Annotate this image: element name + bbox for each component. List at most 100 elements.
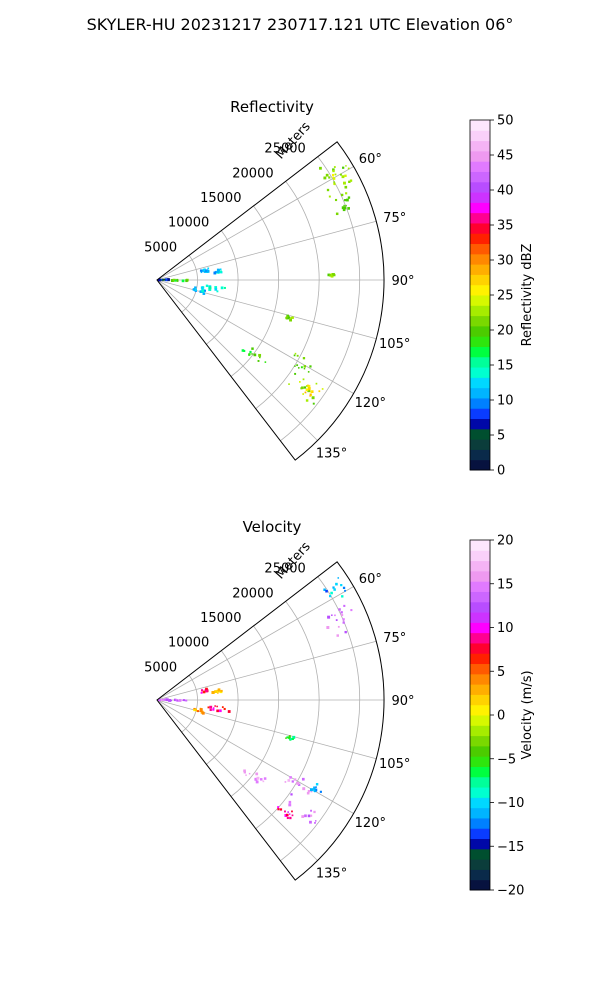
reflectivity-panel: Reflectivity60°75°90°105°120°135°5000100… xyxy=(144,98,535,479)
colorbar-tick-label: 20 xyxy=(497,324,514,339)
echo-cell xyxy=(284,776,313,795)
range-ring xyxy=(181,255,198,313)
colorbar: 0 5 10 15 20 25 30 35 40 45 50 Reflectivity dBZ xyxy=(469,114,535,479)
colorbar-swatch xyxy=(470,150,490,162)
echo-cell xyxy=(168,698,188,702)
colorbar-swatch xyxy=(470,336,490,347)
azimuth-tick-label: 105° xyxy=(379,337,410,352)
colorbar-swatch xyxy=(470,776,490,788)
colorbar-swatch xyxy=(470,140,490,152)
azimuth-gridline xyxy=(156,220,377,281)
echo-cell xyxy=(326,604,353,637)
azimuth-tick-label: 120° xyxy=(355,396,386,411)
colorbar-swatch xyxy=(470,408,490,420)
colorbar-swatch xyxy=(470,787,490,798)
figure-title: SKYLER-HU 20231217 230717.121 UTC Elevat… xyxy=(86,15,514,34)
colorbar-swatch xyxy=(470,428,490,440)
echo-layer xyxy=(157,165,353,405)
panel-title: Velocity xyxy=(243,518,302,536)
colorbar-tick-label: −5 xyxy=(497,752,516,767)
azimuth-gridline xyxy=(156,586,354,701)
azimuth-gridline xyxy=(156,166,354,281)
colorbar-swatch xyxy=(470,264,490,275)
colorbar-tick-label: 15 xyxy=(497,577,514,592)
colorbar-tick-label: 20 xyxy=(497,534,514,549)
colorbar-swatch xyxy=(470,622,490,634)
azimuth-tick-label: 60° xyxy=(359,572,382,587)
radial-tick-label: 15000 xyxy=(200,191,241,206)
colorbar-swatch xyxy=(470,540,490,551)
colorbar-swatch xyxy=(470,673,490,685)
colorbar-swatch xyxy=(470,715,490,726)
azimuth-tick-label: 105° xyxy=(379,757,410,772)
echo-cell xyxy=(213,268,223,275)
echo-cell xyxy=(334,193,351,216)
colorbar-swatch xyxy=(470,305,490,317)
colorbar-swatch xyxy=(470,274,490,286)
colorbar-swatch xyxy=(470,295,490,306)
colorbar-swatch xyxy=(470,418,490,430)
colorbar-swatch xyxy=(470,869,490,881)
echo-cell xyxy=(285,314,294,322)
colorbar-swatch xyxy=(470,120,490,131)
colorbar-swatch xyxy=(470,859,490,870)
colorbar-tick-label: 25 xyxy=(497,289,514,304)
azimuth-tick-label: 135° xyxy=(316,447,347,462)
colorbar-swatch xyxy=(470,601,490,613)
echo-cell xyxy=(327,273,336,278)
panel-title: Reflectivity xyxy=(230,98,314,116)
radial-tick-label: 25000 xyxy=(264,142,305,157)
colorbar-label: Velocity (m/s) xyxy=(520,670,535,759)
radial-tick-label: 20000 xyxy=(232,586,273,601)
sector-outline xyxy=(156,141,385,461)
colorbar-tick-label: 45 xyxy=(497,149,514,164)
colorbar-swatch xyxy=(470,560,490,572)
colorbar-swatch xyxy=(470,745,490,757)
colorbar-tick-label: 40 xyxy=(497,184,514,199)
range-ring xyxy=(280,576,361,862)
colorbar-swatch xyxy=(470,397,490,409)
colorbar-swatch xyxy=(470,243,490,255)
colorbar-swatch xyxy=(470,233,490,245)
colorbar-swatch xyxy=(470,735,490,747)
colorbar-swatch xyxy=(470,171,490,183)
azimuth-gridline xyxy=(156,699,377,760)
echo-cell xyxy=(310,783,322,793)
echo-cell xyxy=(200,687,209,694)
echo-cell xyxy=(207,705,231,713)
echo-cell xyxy=(241,347,267,363)
colorbar-swatch xyxy=(470,550,490,562)
echo-cell xyxy=(199,267,210,274)
echo-cell xyxy=(277,806,294,820)
colorbar-swatch xyxy=(470,346,490,358)
range-ring xyxy=(181,675,198,733)
colorbar-swatch xyxy=(470,570,490,582)
colorbar-swatch xyxy=(470,848,490,860)
colorbar-tick-label: 0 xyxy=(497,464,505,479)
echo-cell xyxy=(157,278,170,282)
echo-cell xyxy=(157,698,170,702)
radial-tick-label: 5000 xyxy=(144,660,177,675)
colorbar-tick-label: 0 xyxy=(497,709,505,724)
colorbar-swatch xyxy=(470,212,490,224)
azimuth-tick-label: 90° xyxy=(392,694,415,709)
colorbar-tick-label: −20 xyxy=(497,884,524,899)
echo-cell xyxy=(288,372,324,405)
echo-cell xyxy=(285,735,296,741)
range-ring xyxy=(206,650,239,765)
colorbar-swatch xyxy=(470,356,490,368)
colorbar-tick-label: 5 xyxy=(497,429,505,444)
azimuth-tick-label: 120° xyxy=(355,816,386,831)
colorbar-swatch xyxy=(470,591,490,603)
echo-cell xyxy=(288,793,317,824)
colorbar-swatch xyxy=(470,222,490,234)
range-ring xyxy=(255,181,320,409)
colorbar-tick-label: 10 xyxy=(497,394,514,409)
colorbar-swatch xyxy=(470,807,490,819)
colorbar-tick-label: 5 xyxy=(497,665,505,680)
colorbar-swatch xyxy=(470,315,490,327)
velocity-panel: Velocity 60° 75° 90° 105° 120° 135° 5000 10000 15… xyxy=(144,518,535,899)
echo-cell xyxy=(200,284,226,293)
colorbar-swatch xyxy=(470,181,490,193)
